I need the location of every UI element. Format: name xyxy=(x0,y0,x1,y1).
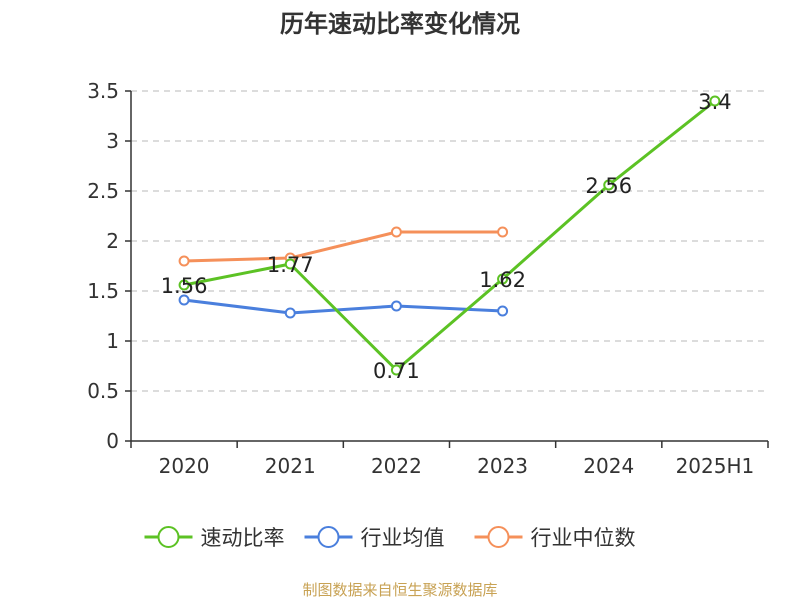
x-tick-label-2023: 2023 xyxy=(477,454,528,478)
series-1-point-2020[interactable] xyxy=(178,294,190,306)
data-label-2025h1: 3.4 xyxy=(698,90,731,114)
x-tick-label-2025h1: 2025H1 xyxy=(676,454,755,478)
series-line-0 xyxy=(183,99,716,372)
data-label-2023: 1.62 xyxy=(479,268,526,292)
legend-label-2: 行业中位数 xyxy=(531,526,636,550)
data-label-2024: 2.56 xyxy=(585,174,632,198)
legend-swatch-marker-1 xyxy=(317,526,340,548)
series-1-point-2023[interactable] xyxy=(497,305,509,317)
legend-item-0[interactable]: 速动比率 xyxy=(144,526,285,550)
data-label-2020: 1.56 xyxy=(161,274,208,298)
series-0-point-2023[interactable] xyxy=(497,273,509,285)
y-tick-label-0-5: 0.5 xyxy=(87,379,119,403)
series-line-1 xyxy=(183,298,503,315)
x-tick-label-2021: 2021 xyxy=(265,454,316,478)
series-0-point-2020[interactable] xyxy=(178,279,190,291)
series-1-point-2021[interactable] xyxy=(284,307,296,319)
legend-item-1[interactable]: 行业均值 xyxy=(304,526,445,550)
data-label-2022: 0.71 xyxy=(373,359,420,383)
data-label-2021: 1.77 xyxy=(267,253,314,277)
y-tick-label-2: 2 xyxy=(106,229,119,253)
series-0-point-2021[interactable] xyxy=(284,258,296,270)
axes: 0 0.5 1 1.5 2 2.5 3 3.5 2020 2021 2022 2023 2024 2025… xyxy=(87,79,769,478)
series-1 xyxy=(178,294,509,319)
y-tick-label-3: 3 xyxy=(106,129,119,153)
legend-label-0: 速动比率 xyxy=(201,526,285,550)
chart-title: 历年速动比率变化情况 xyxy=(280,10,520,38)
x-tick-label-2022: 2022 xyxy=(371,454,422,478)
series-2 xyxy=(178,226,509,267)
legend-label-1: 行业均值 xyxy=(361,526,445,550)
data-labels: 1.56 1.77 0.71 1.62 2.56 3.4 xyxy=(161,90,732,383)
series-0 xyxy=(178,95,721,376)
y-tick-label-1: 1 xyxy=(106,329,119,353)
x-tick-label-2020: 2020 xyxy=(159,454,210,478)
series-2-point-2023[interactable] xyxy=(497,226,509,238)
y-tick-label-2-5: 2.5 xyxy=(87,179,119,203)
y-tick-label-1-5: 1.5 xyxy=(87,279,119,303)
series-0-point-2022[interactable] xyxy=(390,364,402,376)
series-2-point-2022[interactable] xyxy=(390,226,402,238)
series-line-2 xyxy=(184,230,503,263)
series-0-point-2025h1[interactable] xyxy=(709,95,721,107)
series xyxy=(178,95,721,376)
y-tick-label-0: 0 xyxy=(106,429,119,453)
legend-swatch-marker-2 xyxy=(487,526,510,548)
series-1-point-2022[interactable] xyxy=(390,300,402,312)
series-0-point-2024[interactable] xyxy=(603,179,615,191)
legend-item-2[interactable]: 行业中位数 xyxy=(474,526,636,550)
y-tick-label-3-5: 3.5 xyxy=(87,79,119,103)
grid xyxy=(131,90,768,392)
legend[interactable]: 速动比率 行业均值 行业中位数 xyxy=(144,526,636,550)
x-tick-label-2024: 2024 xyxy=(583,454,634,478)
source-note: 制图数据来自恒生聚源数据库 xyxy=(302,581,497,599)
series-2-point-2020[interactable] xyxy=(178,255,190,267)
legend-swatch-marker-0 xyxy=(157,526,180,548)
